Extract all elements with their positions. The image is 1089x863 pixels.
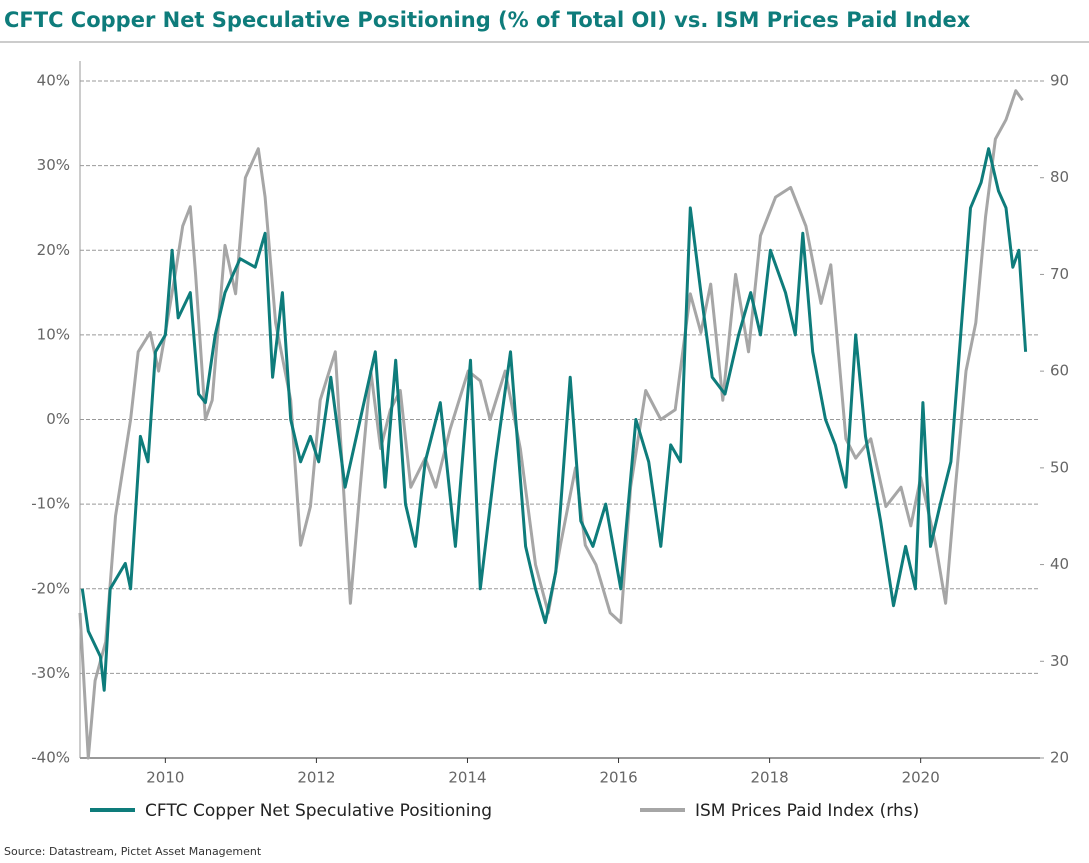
y-tick-label: 0% — [46, 410, 70, 428]
x-tick-label: 2020 — [902, 769, 940, 787]
y-tick-label: 30% — [37, 156, 70, 174]
legend-label: CFTC Copper Net Speculative Positioning — [145, 801, 492, 821]
source: Source: Datastream, Pictet Asset Managem… — [4, 845, 262, 858]
y2-tick-label: 70 — [1050, 265, 1069, 283]
legend-label: ISM Prices Paid Index (rhs) — [695, 801, 919, 821]
y2-tick-label: 40 — [1050, 555, 1069, 573]
x-tick-label: 2012 — [297, 769, 335, 787]
y-tick-label: -10% — [31, 495, 70, 513]
series-line — [78, 89, 1024, 760]
y2-tick-label: 60 — [1050, 362, 1069, 380]
y-tick-label: 40% — [37, 72, 70, 90]
y-tick-label: -40% — [31, 749, 70, 767]
x-tick-label: 2010 — [146, 769, 184, 787]
y2-tick-label: 90 — [1050, 72, 1069, 90]
y2-tick-label: 30 — [1050, 652, 1069, 670]
x-tick-label: 2014 — [448, 769, 486, 787]
chart-title: CFTC Copper Net Speculative Positioning … — [4, 8, 971, 32]
y-tick-label: 20% — [37, 241, 70, 259]
y2-tick-label: 20 — [1050, 749, 1069, 767]
y2-tick-label: 80 — [1050, 168, 1069, 186]
y-tick-label: -20% — [31, 579, 70, 597]
y-tick-label: 10% — [37, 325, 70, 343]
y-tick-label: -30% — [31, 664, 70, 682]
x-tick-label: 2016 — [599, 769, 637, 787]
x-tick-label: 2018 — [751, 769, 789, 787]
y2-tick-label: 50 — [1050, 458, 1069, 476]
series-line — [80, 147, 1028, 692]
